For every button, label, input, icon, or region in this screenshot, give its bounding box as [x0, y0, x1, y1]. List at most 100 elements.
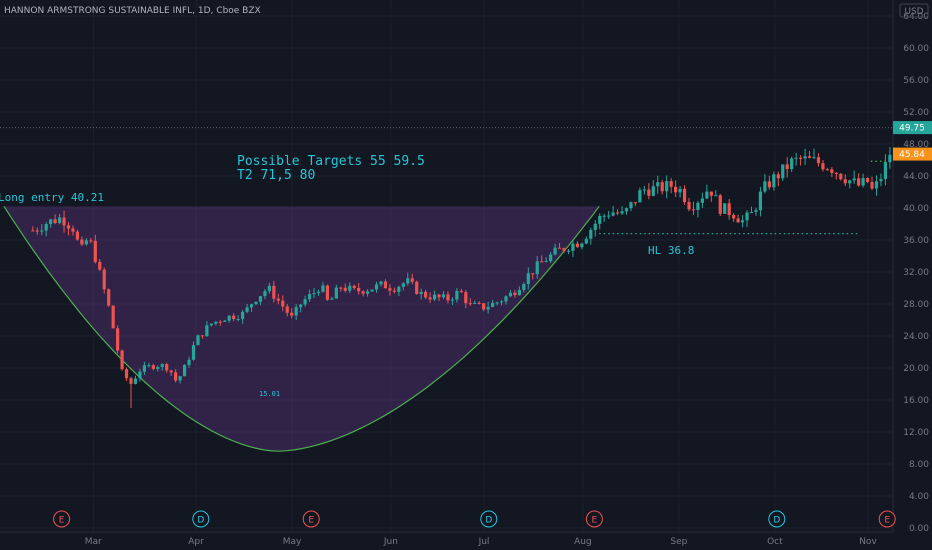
candle-body — [98, 261, 102, 270]
cup-depth-label[interactable]: 15.01 — [259, 390, 280, 398]
candle-body — [544, 261, 548, 263]
candle-body — [517, 289, 521, 296]
candle-body — [781, 164, 785, 179]
candle-body — [674, 186, 678, 193]
candle-body — [102, 269, 106, 290]
event-marker[interactable]: E — [53, 510, 71, 528]
candle-body — [888, 154, 892, 163]
candle-body — [651, 186, 655, 196]
candle-body — [464, 292, 468, 304]
candle-body — [490, 302, 495, 307]
earnings-marker-circle — [585, 510, 603, 528]
candle-body — [254, 301, 258, 305]
dividend-marker-circle — [768, 510, 786, 528]
event-marker[interactable]: E — [302, 510, 320, 528]
candle-body — [816, 157, 821, 164]
candle-body — [807, 156, 812, 158]
candle-body — [678, 188, 682, 193]
candle-body — [638, 190, 642, 203]
hl-label[interactable]: HL 36.8 — [648, 244, 694, 257]
candle-body — [35, 230, 39, 232]
candle-body — [290, 312, 294, 316]
secondary-price-tag-background — [893, 147, 932, 161]
cup-curve — [3, 205, 600, 452]
candle-body — [205, 325, 209, 337]
event-marker[interactable]: D — [480, 510, 498, 528]
price-tick-label: 0.00 — [909, 524, 929, 534]
candle-body — [383, 281, 388, 289]
event-marker[interactable]: E — [585, 510, 603, 528]
candle-body — [879, 179, 883, 182]
candle-body — [540, 261, 544, 263]
candle-body — [249, 304, 254, 308]
candle-body — [821, 163, 825, 170]
candle-body — [785, 164, 789, 170]
candle-body — [718, 195, 722, 214]
candle-body — [392, 290, 396, 292]
candle-body — [334, 287, 338, 299]
event-marker-label: E — [592, 516, 598, 526]
candle-body — [223, 320, 227, 322]
candle-body — [263, 291, 267, 297]
candle-body — [562, 248, 566, 251]
price-tick-label: 60.00 — [903, 44, 929, 54]
candle-body — [214, 321, 218, 324]
candle-body — [749, 211, 754, 213]
candle-body — [321, 285, 325, 292]
event-marker[interactable]: D — [192, 510, 210, 528]
event-marker[interactable]: E — [878, 510, 896, 528]
event-marker[interactable]: D — [768, 510, 786, 528]
candle-body — [839, 173, 843, 180]
dividend-marker-circle — [192, 510, 210, 528]
targets-line-1[interactable]: Possible Targets 55 59.5 — [237, 154, 425, 169]
candle-body — [459, 290, 463, 293]
candle-body — [522, 284, 526, 290]
candle-body — [401, 283, 405, 287]
candle-body — [441, 294, 446, 298]
last-price-tag-value: 49.75 — [899, 124, 925, 134]
candle-body — [602, 215, 606, 217]
currency-badge[interactable] — [899, 3, 929, 18]
candle-body — [580, 243, 584, 248]
price-tick-label: 16.00 — [903, 396, 929, 406]
candle-body — [44, 224, 48, 231]
candle-body — [75, 231, 80, 240]
candle-body — [258, 296, 263, 302]
candle-body — [62, 217, 66, 226]
candle-body — [499, 301, 504, 303]
price-tick-label: 52.00 — [903, 108, 929, 118]
candle-body — [566, 250, 571, 252]
targets-line-2[interactable]: T2 71,5 80 — [237, 168, 315, 183]
candle-body — [312, 293, 316, 295]
candle-body — [883, 162, 888, 180]
candle-body — [303, 299, 307, 305]
candle-body — [138, 371, 142, 379]
event-marker-label: D — [773, 516, 780, 526]
candle-body — [410, 278, 414, 282]
candle-body — [196, 335, 200, 346]
time-tick-label: Aug — [574, 537, 592, 547]
candle-body — [93, 240, 97, 262]
time-tick-label: May — [283, 537, 302, 547]
candle-body — [232, 315, 236, 320]
price-axis-panel[interactable] — [893, 0, 932, 550]
candle-body — [160, 364, 164, 367]
earnings-marker-circle — [302, 510, 320, 528]
price-tick-label: 56.00 — [903, 76, 929, 86]
candle-body — [727, 203, 731, 216]
candle-body — [129, 378, 133, 384]
candle-body — [611, 212, 615, 216]
event-marker-label: E — [59, 516, 65, 526]
long-entry-label[interactable]: Long entry 40.21 — [0, 191, 104, 204]
candles — [31, 92, 910, 408]
candle-body — [870, 182, 874, 189]
secondary-price-tag-value: 45.84 — [899, 150, 925, 160]
candle-body — [772, 174, 776, 188]
candle-body — [620, 211, 624, 214]
time-tick-label: Apr — [188, 537, 204, 547]
candle-body — [361, 291, 365, 294]
candle-body — [31, 230, 35, 232]
candle-body — [267, 285, 271, 292]
